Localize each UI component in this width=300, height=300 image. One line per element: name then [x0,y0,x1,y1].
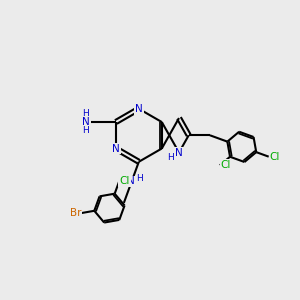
Text: N: N [112,143,120,154]
Text: Cl: Cl [119,176,130,186]
Text: Cl: Cl [220,160,231,170]
Text: N: N [135,104,143,114]
Text: H: H [136,174,143,183]
Text: Br: Br [70,208,81,218]
Text: Cl: Cl [269,152,280,162]
Text: H: H [167,153,174,162]
Text: N: N [127,176,135,187]
Text: N: N [82,117,89,127]
Text: H: H [82,126,89,135]
Text: N: N [175,148,183,158]
Text: H: H [82,109,89,118]
